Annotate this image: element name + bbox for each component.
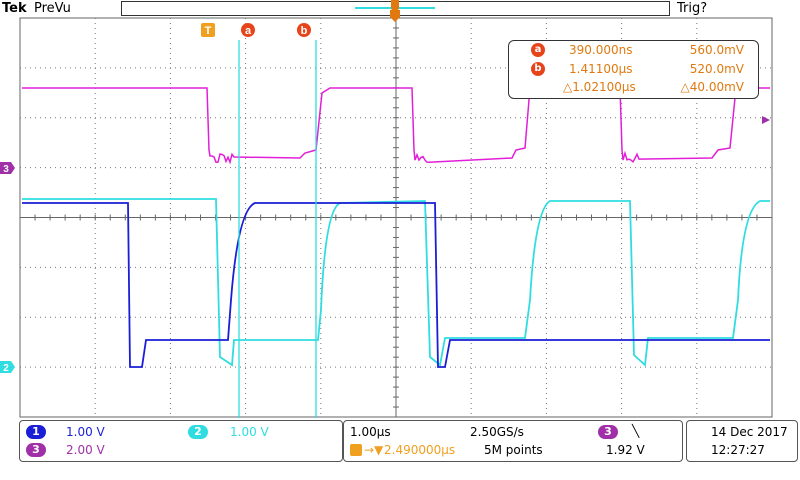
trigger-slope-icon: ╲ bbox=[632, 424, 639, 438]
cursor-a-value: 560.0mV bbox=[690, 43, 744, 57]
trigger-level-marker[interactable] bbox=[762, 116, 770, 124]
cursor-delta-value: △40.00mV bbox=[681, 80, 744, 94]
trigger-time-icon[interactable] bbox=[390, 10, 400, 22]
svg-text:b: b bbox=[301, 25, 308, 37]
ch2-scale: 1.00 V bbox=[230, 425, 269, 439]
cursor-b-value: 520.0mV bbox=[690, 62, 744, 76]
cursor-b-marker[interactable]: b bbox=[297, 23, 311, 37]
cursor-readout-panel: a 390.000ns 560.0mV b 1.41100µs 520.0mV … bbox=[508, 40, 759, 99]
cursor-a-time: 390.000ns bbox=[569, 43, 632, 57]
trigger-position-value: 2.490000µs bbox=[384, 443, 455, 457]
ch3-scale: 2.00 V bbox=[66, 443, 105, 457]
horizontal-trigger-panel[interactable]: 1.00µs 2.50GS/s →▼ 2.490000µs 5M points … bbox=[343, 420, 683, 462]
ch1-scale: 1.00 V bbox=[66, 425, 105, 439]
ch3-offset-marker[interactable]: 3 bbox=[0, 162, 15, 175]
svg-text:a: a bbox=[245, 25, 252, 37]
cursor-a-badge: a bbox=[531, 43, 545, 57]
date-time-panel: 14 Dec 2017 12:27:27 bbox=[686, 420, 798, 462]
ch1-badge[interactable]: 1 bbox=[26, 425, 46, 439]
date: 14 Dec 2017 bbox=[711, 425, 788, 439]
trigger-level: 1.92 V bbox=[606, 443, 645, 457]
trigger-source-badge[interactable]: 3 bbox=[598, 425, 618, 439]
bottom-status-bar: 1 1.00 V 2 1.00 V 3 2.00 V 1.00µs 2.50GS… bbox=[0, 418, 800, 480]
ch2-badge[interactable]: 2 bbox=[188, 425, 208, 439]
cursor-a-marker[interactable]: a bbox=[241, 23, 255, 37]
vertical-settings-panel[interactable]: 1 1.00 V 2 1.00 V 3 2.00 V bbox=[19, 420, 343, 462]
ch3-badge[interactable]: 3 bbox=[26, 443, 46, 457]
svg-text:3: 3 bbox=[3, 164, 9, 175]
svg-text:T: T bbox=[205, 25, 212, 37]
cursor-b-badge: b bbox=[531, 62, 545, 76]
sample-rate: 2.50GS/s bbox=[470, 425, 524, 439]
trigger-position-marker[interactable]: T bbox=[201, 23, 215, 37]
time-per-div: 1.00µs bbox=[350, 425, 391, 439]
time: 12:27:27 bbox=[711, 443, 765, 457]
ch2-offset-marker[interactable]: 2 bbox=[0, 361, 15, 374]
svg-text:2: 2 bbox=[3, 363, 9, 374]
cursor-delta-time: △1.02100µs bbox=[563, 80, 636, 94]
cursor-b-time: 1.41100µs bbox=[569, 62, 633, 76]
record-length: 5M points bbox=[484, 443, 543, 457]
trigger-position-icon bbox=[350, 444, 362, 456]
